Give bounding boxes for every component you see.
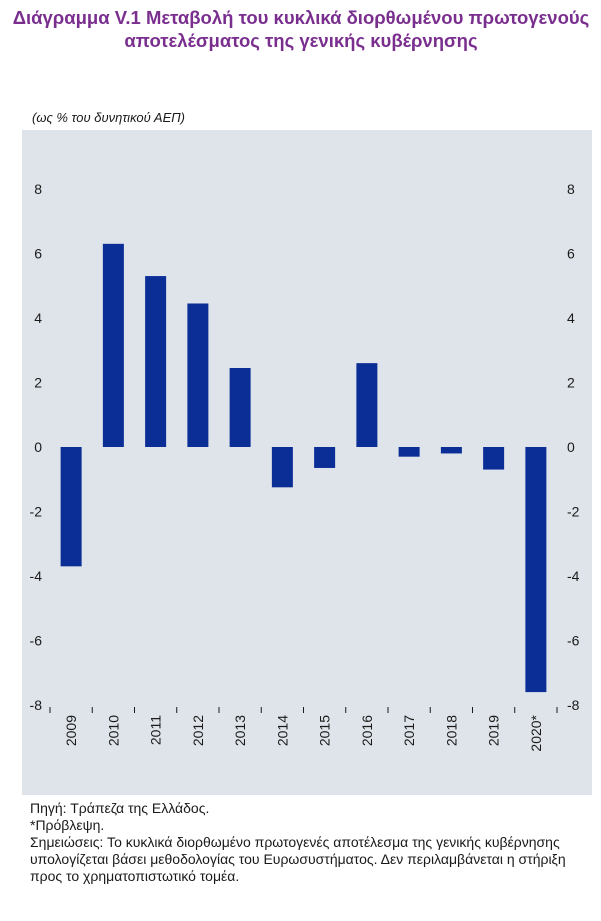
remarks-note: Σημειώσεις: Το κυκλικά διορθωμένο πρωτογ… (30, 834, 566, 884)
y-tick-label-left: 8 (34, 181, 42, 197)
y-tick-label-right: 8 (567, 181, 575, 197)
x-tick-label: 2019 (486, 715, 502, 746)
y-tick-label-left: 6 (34, 246, 42, 262)
y-tick-label-left: -2 (30, 504, 43, 520)
x-tick-label: 2011 (148, 715, 164, 745)
x-tick-label: 2017 (401, 715, 417, 746)
y-tick-label-left: -6 (30, 633, 43, 649)
x-tick-label: 2018 (443, 715, 459, 746)
y-tick-label-left: 0 (34, 439, 42, 455)
x-tick-label: 2015 (317, 715, 333, 746)
bar-2019 (483, 447, 505, 470)
bar-chart: -8 -8 -6 -6 -4 -4 -2 -2 0 0 2 2 4 4 6 6 8 8 2009 2010 2011 20… (30, 181, 580, 752)
y-tick-label-right: 0 (567, 439, 575, 455)
x-tick-label: 2013 (232, 715, 248, 746)
x-tick-label: 2016 (359, 715, 375, 746)
y-tick-label-right: 2 (567, 375, 575, 391)
bar-2014 (271, 447, 293, 488)
y-tick-label-right: 4 (567, 310, 575, 326)
source-note: Πηγή: Τράπεζα της Ελλάδος. (30, 800, 210, 816)
bar-2012 (187, 303, 209, 447)
y-tick-label-right: 6 (567, 246, 575, 262)
bar-2013 (229, 367, 251, 447)
y-tick-label-left: 2 (34, 375, 42, 391)
y-tick-label-left: 4 (34, 310, 42, 326)
x-tick-label: 2010 (105, 715, 121, 746)
unit-label: (ως % του δυνητικού ΑΕΠ) (32, 110, 186, 125)
forecast-note: *Πρόβλεψη. (30, 817, 105, 833)
bar-2015 (314, 447, 336, 468)
y-tick-label-right: -8 (567, 697, 580, 713)
x-tick-label: 2014 (274, 715, 290, 746)
y-tick-label-right: -4 (567, 568, 580, 584)
chart-notes: Πηγή: Τράπεζα της Ελλάδος. *Πρόβλεψη. Ση… (30, 800, 590, 885)
bar-2010 (102, 243, 124, 447)
y-tick-label-right: -2 (567, 504, 580, 520)
bar-2017 (398, 447, 420, 457)
bar-2016 (356, 363, 378, 447)
bar-2018 (440, 447, 462, 454)
bar-2020* (525, 447, 547, 693)
x-tick-label: 2009 (63, 715, 79, 746)
y-tick-label-right: -6 (567, 633, 580, 649)
bar-2011 (145, 276, 167, 447)
chart-title: Διάγραμμα V.1 Μεταβολή του κυκλικά διορθ… (12, 7, 590, 51)
bar-2009 (60, 447, 82, 567)
x-tick-label: 2012 (190, 715, 206, 746)
x-tick-label: 2020* (528, 714, 544, 751)
y-tick-label-left: -8 (30, 697, 43, 713)
y-tick-label-left: -4 (30, 568, 43, 584)
